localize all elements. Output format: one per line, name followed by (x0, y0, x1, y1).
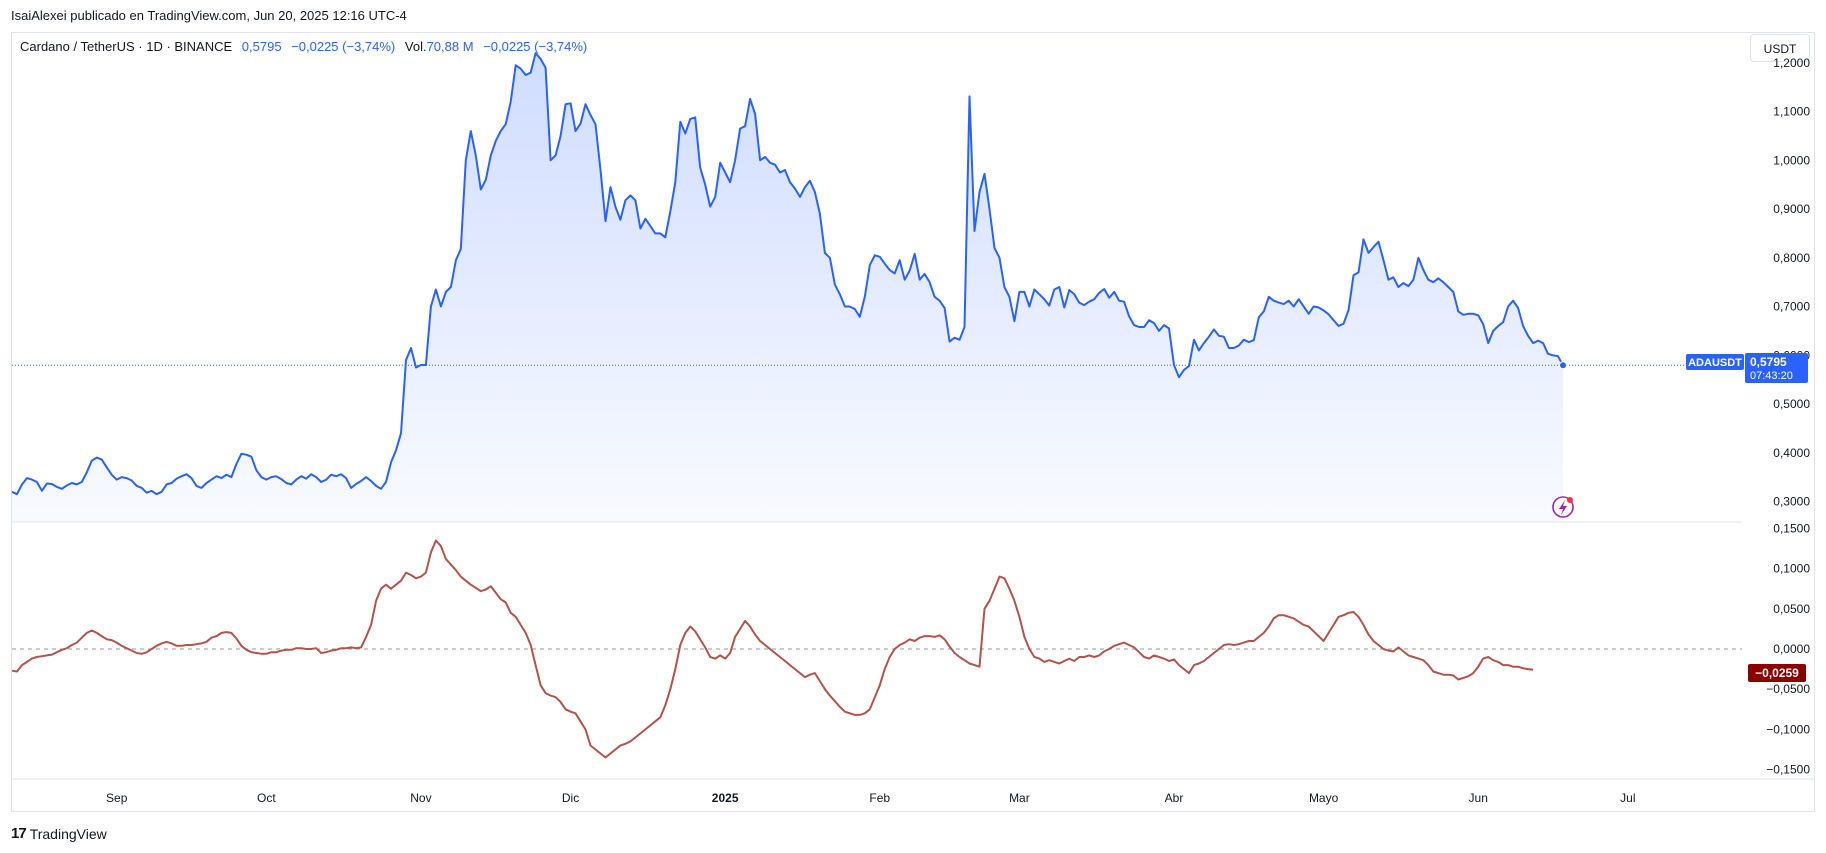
time-tick-3: Dic (562, 791, 579, 805)
symbol-title[interactable]: Cardano / TetherUS · 1D · BINANCE (20, 39, 233, 54)
price-tick-8: 0,4000 (1773, 446, 1810, 460)
price-tag-value: 0,5795 (1750, 355, 1787, 369)
time-tick-0: Sep (106, 791, 128, 805)
time-tick-1: Oct (257, 791, 276, 805)
chart-frame (11, 32, 1815, 812)
oscillator-line (11, 539, 1534, 759)
volume-change: −0,0225 (−3,74%) (483, 39, 588, 54)
osc-tick-2: 0,0500 (1773, 602, 1810, 616)
legend-price: 0,5795 (241, 39, 282, 54)
price-tick-7: 0,5000 (1773, 397, 1810, 411)
price-axis[interactable]: 1,20001,10001,00000,90000,80000,70000,60… (1773, 56, 1810, 509)
time-tick-2: Nov (410, 791, 431, 805)
price-tag-countdown: 07:43:20 (1750, 370, 1793, 382)
osc-tick-4: −0,0500 (1766, 682, 1810, 696)
time-tick-8: Mayo (1309, 791, 1339, 805)
time-tick-7: Abr (1165, 791, 1184, 805)
time-tick-6: Mar (1009, 791, 1030, 805)
time-tick-10: Jul (1620, 791, 1635, 805)
oscillator-layer (11, 539, 1742, 759)
time-axis[interactable]: Sep Oct Nov Dic 2025 Feb Mar Abr Mayo Jun Jul (106, 791, 1635, 805)
price-tick-9: 0,3000 (1773, 495, 1810, 509)
publish-attribution: IsaiAlexei publicado en TradingView.com,… (11, 8, 407, 23)
oscillator-axis[interactable]: 0,1500 0,1000 0,0500 0,0000 −0,0500 −0,1000 −0… (1766, 521, 1810, 776)
osc-tick-3: 0,0000 (1773, 642, 1810, 656)
price-tick-2: 1,0000 (1773, 153, 1810, 167)
price-tick-4: 0,8000 (1773, 251, 1810, 265)
currency-button[interactable]: USDT (1750, 34, 1810, 62)
volume-value: 70,88 M (426, 39, 474, 54)
time-tick-5: Feb (869, 791, 890, 805)
time-tick-9: Jun (1469, 791, 1488, 805)
osc-tick-1: 0,1000 (1773, 562, 1810, 576)
price-tick-5: 0,7000 (1773, 300, 1810, 314)
price-area-layer (11, 52, 1742, 521)
price-tick-0: 1,2000 (1773, 56, 1810, 70)
symbol-legend: Cardano / TetherUS · 1D · BINANCE 0,5795… (20, 39, 587, 54)
price-tag-bg (1745, 353, 1808, 383)
indicator-tag-text: −0,0259 (1755, 666, 1799, 680)
tradingview-logo[interactable]: 17 TradingView (11, 825, 107, 842)
osc-tick-6: −0,1500 (1766, 763, 1810, 777)
last-price-dot (1559, 361, 1567, 370)
price-area-fill (12, 53, 1563, 521)
osc-tick-5: −0,1000 (1766, 722, 1810, 736)
time-tick-4: 2025 (712, 791, 739, 805)
price-tick-3: 0,9000 (1773, 202, 1810, 216)
price-tick-1: 1,1000 (1773, 105, 1810, 119)
symbol-tag-text: ADAUSDT (1688, 357, 1742, 369)
price-line (11, 52, 1564, 496)
osc-tick-0: 0,1500 (1773, 521, 1810, 535)
symbol-tag-bg (1686, 354, 1744, 370)
indicator-tag-bg (1748, 664, 1806, 682)
volume-label: Vol. (404, 39, 427, 54)
indicator-value-tag: −0,0259 (1748, 664, 1806, 682)
tradingview-mark-icon: 17 (11, 825, 27, 842)
tradingview-brand: TradingView (29, 825, 107, 842)
lightning-icon[interactable] (1552, 496, 1574, 518)
legend-change: −0,0225 (−3,74%) (291, 39, 396, 54)
last-price-tag: ADAUSDT 0,5795 07:43:20 (1686, 353, 1808, 383)
